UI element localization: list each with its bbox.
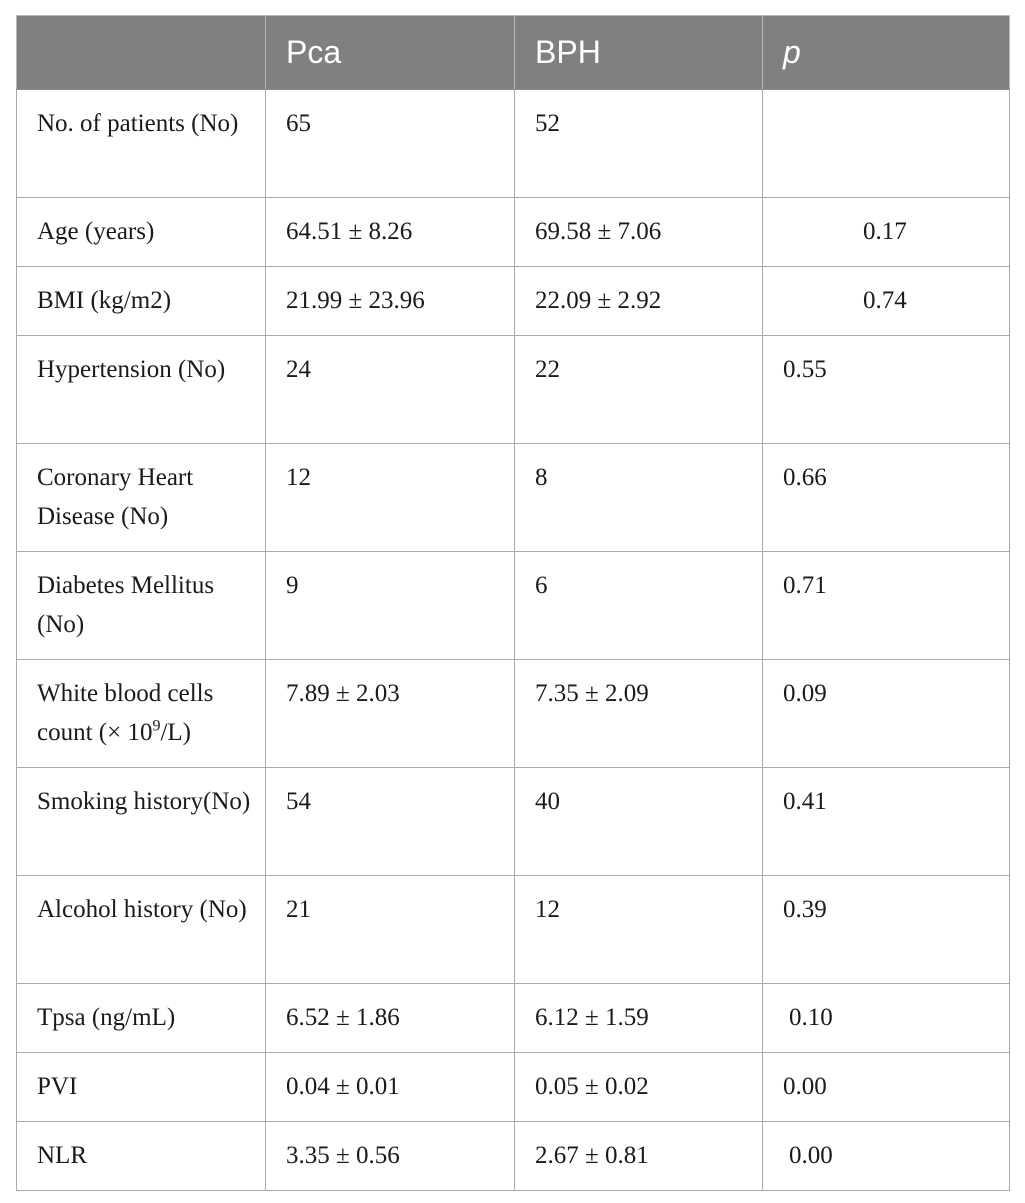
pca-value: 64.51 ± 8.26 (265, 197, 515, 267)
row-label: Coronary Heart Disease (No) (16, 443, 266, 552)
bph-value: 6 (514, 551, 763, 660)
row-label-superscript: 9 (152, 717, 161, 735)
p-value (762, 89, 1010, 198)
bph-value: 7.35 ± 2.09 (514, 659, 763, 768)
row-label: Smoking history(No) (16, 767, 266, 876)
row-label: No. of patients (No) (16, 89, 266, 198)
p-value: 0.00 (762, 1121, 1010, 1191)
pca-value: 6.52 ± 1.86 (265, 983, 515, 1053)
table-row: Diabetes Mellitus (No) 9 6 0.71 (16, 551, 1010, 660)
row-label: Diabetes Mellitus (No) (16, 551, 266, 660)
table-row: Alcohol history (No) 21 12 0.39 (16, 875, 1010, 984)
header-cell-p: p (762, 15, 1010, 90)
p-value: 0.09 (762, 659, 1010, 768)
table-row: NLR 3.35 ± 0.56 2.67 ± 0.81 0.00 (16, 1121, 1010, 1191)
pca-value: 7.89 ± 2.03 (265, 659, 515, 768)
bph-value: 2.67 ± 0.81 (514, 1121, 763, 1191)
data-table: Pca BPH p No. of patients (No) 65 52 Age… (16, 15, 1010, 1191)
pca-value: 21.99 ± 23.96 (265, 266, 515, 336)
header-cell-blank (16, 15, 266, 90)
pca-value: 0.04 ± 0.01 (265, 1052, 515, 1122)
row-label-suffix: /L) (160, 719, 192, 746)
p-value: 0.55 (762, 335, 1010, 444)
bph-value: 8 (514, 443, 763, 552)
p-value: 0.39 (762, 875, 1010, 984)
row-label: Age (years) (16, 197, 266, 267)
bph-value: 12 (514, 875, 763, 984)
row-label: NLR (16, 1121, 266, 1191)
row-label: PVI (16, 1052, 266, 1122)
header-cell-pca: Pca (265, 15, 515, 90)
table-row: Hypertension (No) 24 22 0.55 (16, 335, 1010, 444)
p-value: 0.71 (762, 551, 1010, 660)
row-label: Tpsa (ng/mL) (16, 983, 266, 1053)
table-row: Coronary Heart Disease (No) 12 8 0.66 (16, 443, 1010, 552)
p-value: 0.66 (762, 443, 1010, 552)
pca-value: 54 (265, 767, 515, 876)
p-value: 0.41 (762, 767, 1010, 876)
p-value: 0.00 (762, 1052, 1010, 1122)
table-row: White blood cells count (× 109/L) 7.89 ±… (16, 659, 1010, 768)
row-label-text: White blood cells count (× 10 (37, 680, 214, 746)
bph-value: 52 (514, 89, 763, 198)
table-row: Age (years) 64.51 ± 8.26 69.58 ± 7.06 0.… (16, 197, 1010, 267)
bph-value: 6.12 ± 1.59 (514, 983, 763, 1053)
row-label: Hypertension (No) (16, 335, 266, 444)
bph-value: 22.09 ± 2.92 (514, 266, 763, 336)
table-row: PVI 0.04 ± 0.01 0.05 ± 0.02 0.00 (16, 1052, 1010, 1122)
bph-value: 40 (514, 767, 763, 876)
pca-value: 24 (265, 335, 515, 444)
bph-value: 22 (514, 335, 763, 444)
pca-value: 12 (265, 443, 515, 552)
header-row: Pca BPH p (16, 15, 1010, 90)
pca-value: 9 (265, 551, 515, 660)
table-row: Tpsa (ng/mL) 6.52 ± 1.86 6.12 ± 1.59 0.1… (16, 983, 1010, 1053)
header-cell-bph: BPH (514, 15, 763, 90)
row-label: White blood cells count (× 109/L) (16, 659, 266, 768)
bph-value: 0.05 ± 0.02 (514, 1052, 763, 1122)
table-row: BMI (kg/m2) 21.99 ± 23.96 22.09 ± 2.92 0… (16, 266, 1010, 336)
row-label: Alcohol history (No) (16, 875, 266, 984)
pca-value: 65 (265, 89, 515, 198)
pca-value: 3.35 ± 0.56 (265, 1121, 515, 1191)
p-value: 0.74 (762, 266, 1010, 336)
pca-value: 21 (265, 875, 515, 984)
p-value: 0.17 (762, 197, 1010, 267)
table-row: No. of patients (No) 65 52 (16, 89, 1010, 198)
table-row: Smoking history(No) 54 40 0.41 (16, 767, 1010, 876)
bph-value: 69.58 ± 7.06 (514, 197, 763, 267)
row-label: BMI (kg/m2) (16, 266, 266, 336)
p-value: 0.10 (762, 983, 1010, 1053)
